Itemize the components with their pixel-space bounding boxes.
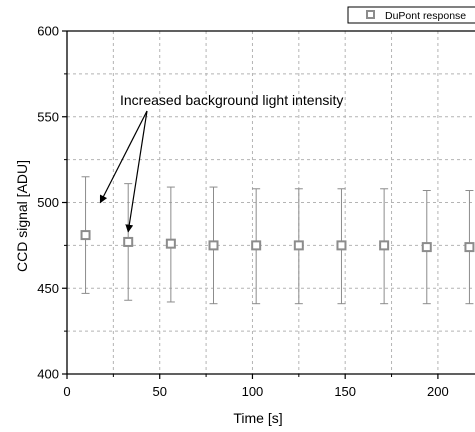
legend-box	[347, 6, 475, 24]
x-tick-label: 0	[63, 384, 70, 399]
data-series	[80, 176, 475, 305]
annotation-text: Increased background light intensity	[120, 92, 343, 108]
data-point	[421, 242, 432, 253]
data-point	[80, 230, 91, 241]
data-point	[336, 240, 347, 251]
annotation-arrow	[125, 110, 148, 233]
data-point	[464, 242, 475, 253]
legend-marker	[366, 10, 375, 19]
x-axis-title: Time [s]	[233, 410, 282, 426]
axes	[62, 30, 475, 379]
tick-labels: 400 450 500 550 600 0 50 100 150 200	[37, 24, 448, 400]
y-tick-label: 600	[37, 24, 59, 39]
data-point	[251, 240, 262, 251]
data-point	[379, 240, 390, 251]
y-tick-label: 500	[37, 195, 59, 210]
data-point	[123, 236, 134, 247]
grid	[67, 31, 475, 374]
x-tick-label: 200	[427, 384, 449, 399]
data-point	[208, 240, 219, 251]
annotation-arrow	[99, 110, 148, 204]
annotation: Increased background light intensity	[99, 92, 343, 233]
y-axis-title: CCD signal [ADU]	[14, 160, 30, 272]
x-tick-label: 50	[152, 384, 166, 399]
y-tick-label: 400	[37, 367, 59, 382]
y-tick-label: 450	[37, 281, 59, 296]
legend-label: DuPont response	[385, 10, 466, 22]
x-tick-label: 150	[334, 384, 356, 399]
y-tick-label: 550	[37, 109, 59, 124]
data-point	[293, 240, 304, 251]
x-tick-label: 100	[242, 384, 264, 399]
data-point	[165, 238, 176, 249]
legend: DuPont response	[347, 6, 475, 24]
